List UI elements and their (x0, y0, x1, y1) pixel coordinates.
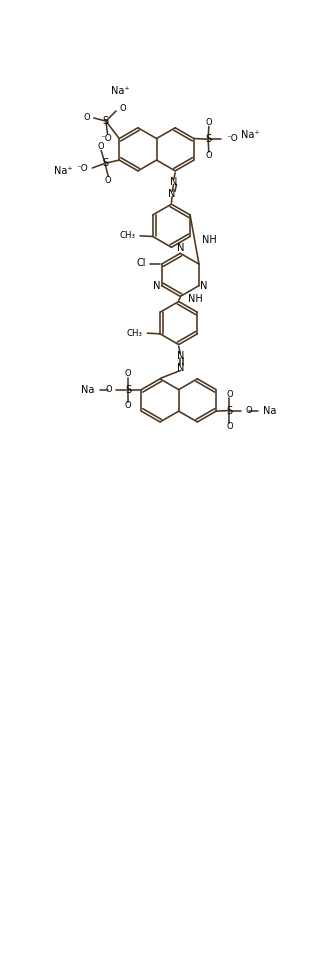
Text: Na⁺: Na⁺ (54, 166, 73, 176)
Text: O: O (246, 406, 252, 415)
Text: Cl: Cl (137, 259, 146, 268)
Text: N: N (177, 243, 184, 253)
Text: O: O (125, 401, 131, 410)
Text: ⁻O: ⁻O (76, 165, 88, 173)
Text: N: N (200, 282, 207, 291)
Text: S: S (205, 134, 211, 144)
Text: O: O (97, 142, 104, 150)
Text: N: N (153, 282, 160, 291)
Text: S: S (102, 158, 108, 169)
Text: N: N (170, 177, 177, 187)
Text: NH: NH (188, 294, 202, 304)
Text: S: S (103, 116, 109, 126)
Text: O: O (105, 385, 112, 394)
Text: O: O (120, 103, 126, 113)
Text: Na: Na (81, 384, 95, 395)
Text: S: S (226, 405, 232, 416)
Text: ⁻O: ⁻O (226, 134, 238, 143)
Text: Na⁺: Na⁺ (111, 86, 129, 96)
Text: O: O (226, 390, 233, 399)
Text: N: N (177, 351, 184, 361)
Text: NH: NH (203, 235, 217, 244)
Text: O: O (205, 151, 212, 161)
Text: CH₃: CH₃ (126, 329, 142, 337)
Text: O: O (83, 113, 90, 122)
Text: S: S (125, 384, 131, 395)
Text: O: O (125, 369, 131, 378)
Text: Na⁺: Na⁺ (242, 130, 260, 141)
Text: ⁻O: ⁻O (100, 134, 112, 143)
Text: O: O (205, 118, 212, 126)
Text: CH₃: CH₃ (119, 232, 135, 240)
Text: Na: Na (263, 405, 276, 416)
Text: N: N (168, 189, 176, 199)
Text: O: O (226, 422, 233, 431)
Text: N: N (177, 363, 184, 373)
Text: O: O (105, 176, 112, 185)
